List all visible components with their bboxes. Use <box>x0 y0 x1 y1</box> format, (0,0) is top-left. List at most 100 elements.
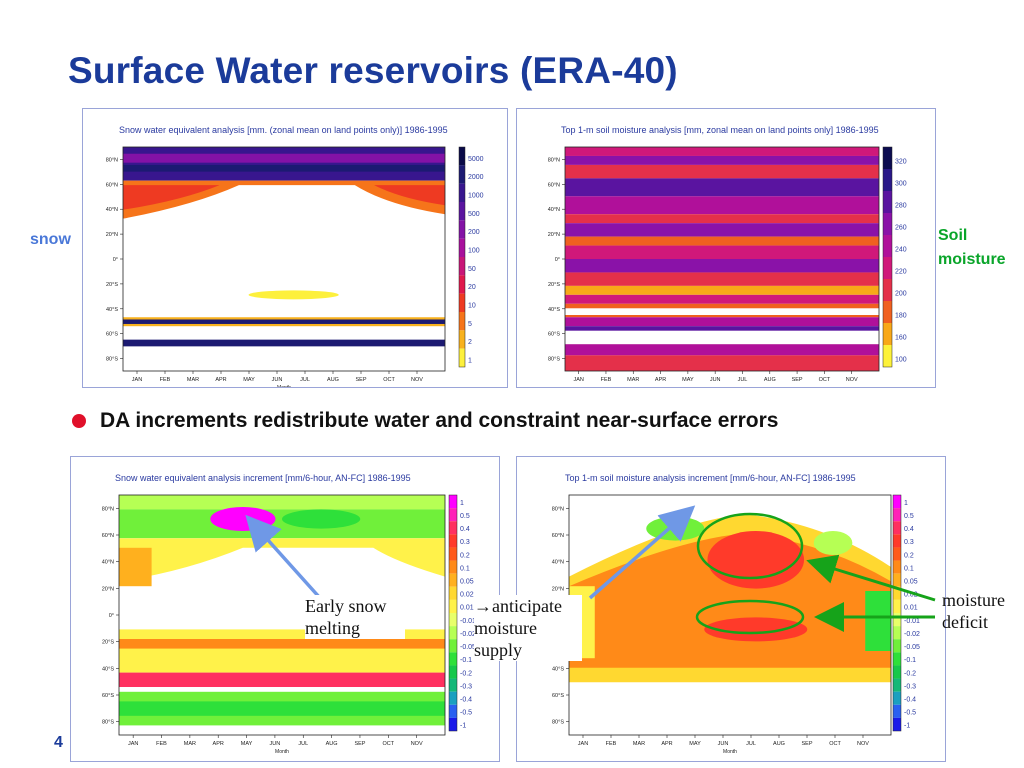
colorbar-swatch <box>893 691 901 705</box>
x-tick-label: JUN <box>710 377 721 383</box>
colorbar-swatch <box>883 169 892 191</box>
colorbar-label: 240 <box>895 247 907 254</box>
bullet-point: DA increments redistribute water and con… <box>72 409 778 433</box>
colorbar-label: -0.05 <box>460 644 476 651</box>
x-tick-label: AUG <box>327 377 339 383</box>
colorbar-label: 0.5 <box>460 513 470 520</box>
early-snow-melting-annotation: Early snow melting <box>305 595 405 639</box>
x-tick-label: MAR <box>187 377 199 383</box>
x-tick-label: JAN <box>128 741 138 747</box>
x-tick-label: MAY <box>689 741 701 747</box>
bullet-dot <box>72 414 86 428</box>
colorbar-label: -0.01 <box>904 618 920 625</box>
y-tick-label: 60°N <box>548 182 560 188</box>
colorbar-swatch <box>893 613 901 627</box>
x-tick-label: SEP <box>792 377 803 383</box>
colorbar-swatch <box>459 293 465 312</box>
colorbar-swatch <box>449 691 457 705</box>
colorbar-label: 180 <box>895 313 907 320</box>
x-tick-label: SEP <box>354 741 365 747</box>
colorbar-swatch <box>449 639 457 653</box>
x-tick-label: JAN <box>578 741 588 747</box>
colorbar-label: 220 <box>895 269 907 276</box>
colorbar-label: -0.3 <box>460 683 472 690</box>
colorbar-label: -0.1 <box>904 657 916 664</box>
y-tick-label: 0° <box>113 257 118 263</box>
colorbar-label: 1 <box>468 357 472 364</box>
y-tick-label: 20°N <box>106 232 118 238</box>
colorbar-swatch <box>883 235 892 257</box>
chart-title: Snow water equivalent analysis increment… <box>115 473 411 483</box>
soil-moisture-analysis-chart: Top 1-m soil moisture analysis [mm, zona… <box>548 125 907 383</box>
x-tick-label: JUL <box>738 377 748 383</box>
x-tick-label: APR <box>655 377 666 383</box>
moisture-deficit-annotation: moisture deficit <box>942 590 1005 632</box>
colorbar-swatch <box>449 626 457 640</box>
colorbar-label: -0.05 <box>904 644 920 651</box>
colorbar-label: 20 <box>468 284 476 291</box>
colorbar-label: 50 <box>468 266 476 273</box>
colorbar-label: 5000 <box>468 156 484 163</box>
colorbar-swatch <box>459 348 465 367</box>
x-tick-label: JAN <box>573 377 583 383</box>
colorbar-swatch <box>449 508 457 522</box>
colorbar-swatch <box>449 547 457 561</box>
snow-analysis-chart: Snow water equivalent analysis [mm. (zon… <box>106 125 484 387</box>
colorbar-swatch <box>893 717 901 731</box>
y-tick-label: 80°N <box>102 506 114 512</box>
x-tick-label: JUL <box>746 741 756 747</box>
colorbar-swatch <box>883 279 892 301</box>
y-tick-label: 40°S <box>106 307 118 313</box>
colorbar-label: 0.4 <box>460 526 470 533</box>
colorbar-swatch <box>459 220 465 239</box>
colorbar-label: 0.4 <box>904 526 914 533</box>
colorbar-swatch <box>893 665 901 679</box>
colorbar-swatch <box>893 495 901 509</box>
colorbar-swatch <box>883 345 892 367</box>
x-tick-label: NOV <box>411 741 423 747</box>
colorbar-label: 260 <box>895 225 907 232</box>
colorbar-swatch <box>893 586 901 600</box>
colorbar-label: -0.02 <box>460 631 476 638</box>
colorbar-label: 0.02 <box>904 592 918 599</box>
y-tick-label: 80°N <box>106 157 118 163</box>
colorbar-label: 200 <box>468 229 480 236</box>
colorbar-swatch <box>449 678 457 692</box>
x-tick-label: JUN <box>718 741 729 747</box>
y-tick-label: 80°S <box>548 357 560 363</box>
colorbar-label: 0.01 <box>904 605 918 612</box>
snow-increment-chart: Snow water equivalent analysis increment… <box>102 473 476 755</box>
colorbar-swatch <box>459 275 465 294</box>
x-tick-label: MAR <box>627 377 639 383</box>
chart-title: Top 1-m soil moisture analysis [mm, zona… <box>561 125 879 135</box>
colorbar-label: 0.3 <box>460 539 470 546</box>
colorbar-swatch <box>459 183 465 202</box>
colorbar-swatch <box>459 238 465 257</box>
x-tick-label: MAY <box>682 377 694 383</box>
colorbar-swatch <box>459 257 465 276</box>
x-tick-label: NOV <box>857 741 869 747</box>
colorbar-swatch <box>883 323 892 345</box>
colorbar-swatch <box>883 257 892 279</box>
y-tick-label: 40°S <box>548 307 560 313</box>
x-tick-label: MAR <box>184 741 196 747</box>
x-tick-label: JUN <box>272 377 283 383</box>
colorbar-label: 100 <box>468 247 480 254</box>
x-tick-label: APR <box>215 377 226 383</box>
colorbar-swatch <box>449 586 457 600</box>
colorbar-label: 2 <box>468 339 472 346</box>
y-tick-label: 60°S <box>102 693 114 699</box>
colorbar-swatch <box>449 495 457 509</box>
y-tick-label: 40°N <box>552 560 564 566</box>
colorbar-label: -0.3 <box>904 683 916 690</box>
bullet-text: DA increments redistribute water and con… <box>100 409 779 432</box>
chart-title: Snow water equivalent analysis [mm. (zon… <box>119 125 448 135</box>
colorbar-label: -0.2 <box>460 670 472 677</box>
y-tick-label: 60°N <box>102 533 114 539</box>
colorbar-label: -0.01 <box>460 618 476 625</box>
colorbar-label: 1000 <box>468 192 484 199</box>
x-tick-label: AUG <box>326 741 338 747</box>
y-tick-label: 80°N <box>548 157 560 163</box>
x-axis-label: Month <box>275 749 289 755</box>
colorbar-swatch <box>449 652 457 666</box>
